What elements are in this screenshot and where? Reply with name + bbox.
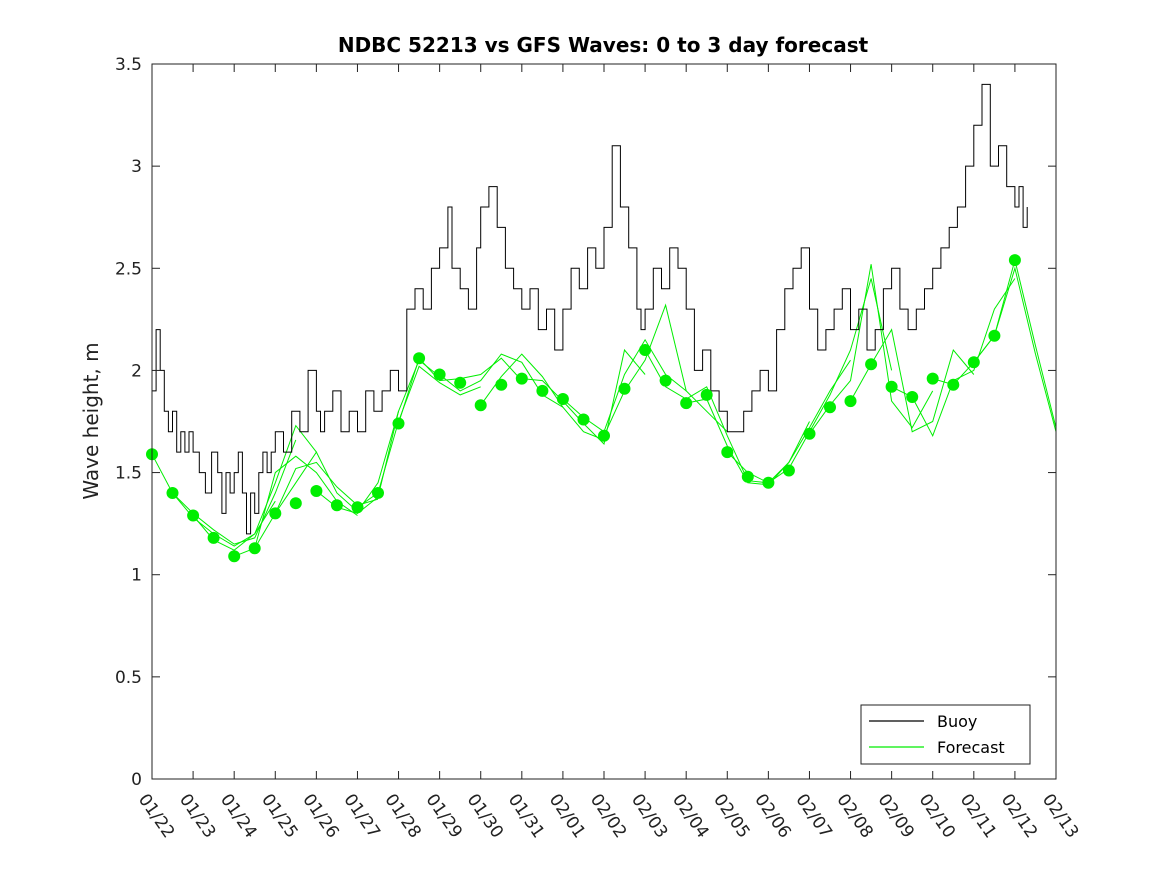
forecast-point [495, 378, 508, 391]
forecast-point [659, 374, 672, 387]
forecast-point [515, 372, 528, 385]
y-tick-label: 2 [131, 361, 142, 381]
forecast-point [782, 464, 795, 477]
x-tick-label: 01/31 [504, 790, 548, 842]
forecast-point [187, 509, 200, 522]
forecast-point [351, 501, 364, 514]
forecast-run-line [274, 411, 399, 514]
forecast-point [166, 487, 179, 499]
forecast-point [269, 507, 282, 520]
forecast-point [598, 429, 610, 442]
forecast-run-line [480, 353, 605, 441]
forecast-point [207, 531, 220, 544]
forecast-point [618, 382, 631, 395]
x-tick-label: 02/05 [709, 790, 753, 842]
x-tick-label: 01/26 [298, 790, 342, 842]
forecast-point [865, 358, 878, 371]
forecast-point [577, 413, 590, 426]
forecast-point [413, 352, 426, 365]
forecast-point [680, 397, 693, 410]
y-tick-label: 0.5 [115, 668, 142, 688]
forecast-run-line [973, 259, 1057, 428]
x-tick-label: 02/06 [750, 790, 794, 842]
forecast-point [372, 487, 384, 499]
forecast-run-line [644, 349, 769, 484]
x-tick-label: 02/03 [627, 790, 671, 842]
forecast-point [906, 391, 919, 403]
x-tick-label: 02/12 [997, 790, 1041, 842]
chart-title: NDBC 52213 vs GFS Waves: 0 to 3 day fore… [338, 33, 869, 57]
x-tick-label: 02/09 [874, 790, 918, 842]
forecast-run-line [768, 278, 893, 484]
y-axis-ticks: 0 0.5 1 1.5 2 2.5 3 3.5 [115, 55, 1056, 790]
y-tick-label: 3.5 [115, 55, 142, 75]
forecast-point [248, 542, 261, 555]
forecast-point [721, 446, 734, 459]
forecast-point [988, 329, 1001, 342]
forecast-point [474, 399, 487, 412]
forecast-point [926, 372, 939, 385]
forecast-point [639, 344, 652, 356]
forecast-point [454, 376, 467, 389]
legend: Buoy Forecast [860, 704, 1031, 765]
y-tick-label: 0 [131, 770, 142, 790]
forecast-point [556, 393, 569, 405]
plot-frame [151, 63, 1057, 780]
forecast-point [741, 470, 754, 483]
forecast-run-line [603, 303, 728, 437]
x-tick-label: 02/04 [668, 790, 712, 842]
forecast-point [433, 368, 446, 381]
x-tick-label: 01/30 [463, 790, 507, 842]
forecast-run-line [932, 266, 1057, 432]
legend-forecast-label: Forecast [937, 738, 1005, 757]
y-tick-label: 3 [131, 157, 142, 177]
x-tick-label: 02/07 [791, 790, 835, 842]
plot-lines [151, 83, 1057, 557]
forecast-point [392, 417, 405, 430]
y-tick-label: 1.5 [115, 464, 142, 484]
y-tick-label: 1 [131, 566, 142, 586]
x-tick-label: 01/28 [380, 790, 424, 842]
forecast-point [762, 476, 775, 489]
forecast-point [844, 395, 857, 408]
x-tick-label: 01/29 [422, 790, 466, 842]
forecast-point [947, 378, 960, 391]
x-tick-label: 01/25 [257, 790, 301, 842]
y-axis-label: Wave height, m [79, 342, 103, 499]
forecast-point [1008, 254, 1021, 267]
forecast-point [330, 499, 343, 512]
x-tick-label: 01/22 [134, 790, 178, 842]
x-tick-label: 01/27 [339, 790, 383, 842]
forecast-run-line [726, 359, 851, 484]
plot-markers [146, 254, 1021, 563]
x-tick-label: 01/24 [216, 790, 260, 842]
forecast-point [803, 427, 816, 440]
forecast-point [700, 388, 713, 401]
x-tick-label: 02/08 [832, 790, 876, 842]
forecast-run-line [891, 278, 1016, 438]
forecast-point [885, 380, 898, 393]
forecast-point [536, 384, 549, 397]
forecast-point [228, 550, 241, 563]
x-tick-label: 02/11 [956, 790, 1000, 842]
buoy-series-line [152, 83, 1028, 535]
legend-box [860, 704, 1031, 765]
x-tick-label: 02/02 [586, 790, 630, 842]
legend-buoy-label: Buoy [937, 712, 977, 731]
x-tick-label: 02/01 [545, 790, 589, 842]
x-tick-label: 02/10 [915, 790, 959, 842]
x-tick-label: 01/23 [175, 790, 219, 842]
forecast-point [967, 356, 980, 369]
y-tick-label: 2.5 [115, 259, 142, 279]
forecast-point [824, 401, 836, 414]
x-tick-label: 02/13 [1038, 790, 1082, 842]
forecast-point [310, 485, 323, 497]
forecast-run-line [521, 348, 646, 446]
forecast-point [289, 497, 302, 510]
